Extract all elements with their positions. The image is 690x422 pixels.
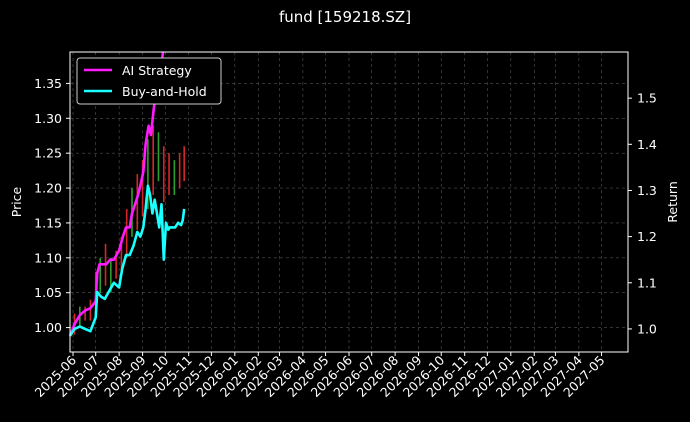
y-left-tick-label: 1.15: [34, 215, 62, 230]
y-right-tick-label: 1.1: [637, 275, 657, 290]
y-left-tick-label: 1.25: [34, 146, 62, 161]
y-right-ticks: 1.0 1.1 1.2 1.3 1.4 1.5: [628, 91, 657, 337]
series-line-buy-and-hold: [70, 186, 184, 336]
y-right-tick-label: 1.0: [637, 321, 657, 336]
y-right-tick-label: 1.5: [637, 91, 657, 106]
y-right-tick-label: 1.2: [637, 229, 657, 244]
y-left-tick-label: 1.05: [34, 285, 62, 300]
y-right-tick-label: 1.3: [637, 183, 657, 198]
x-ticks: 2025-062025-072025-082025-092025-102025-…: [32, 352, 608, 400]
y-left-tick-label: 1.10: [34, 250, 62, 265]
legend-label-ai: AI Strategy: [122, 63, 192, 78]
y-left-ticks: 1.00 1.05 1.10 1.15 1.20 1.25 1.30 1.35: [34, 76, 70, 335]
y-left-tick-label: 1.35: [34, 76, 62, 91]
legend-label-bh: Buy-and-Hold: [122, 84, 207, 99]
y-right-tick-label: 1.4: [637, 137, 657, 152]
y-axis-label-left: Price: [9, 186, 24, 217]
y-left-tick-label: 1.20: [34, 181, 62, 196]
legend: AI Strategy Buy-and-Hold: [77, 58, 221, 104]
y-axis-label-right: Return: [665, 181, 680, 222]
y-left-tick-label: 1.30: [34, 111, 62, 126]
y-left-tick-label: 1.00: [34, 320, 62, 335]
